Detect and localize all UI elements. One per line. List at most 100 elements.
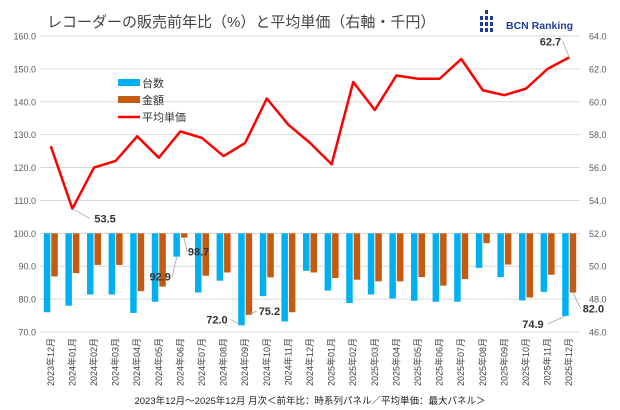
bar-units: [389, 233, 396, 299]
bar-units: [324, 233, 332, 291]
bar-units: [475, 233, 483, 268]
chart-title: レコーダーの販売前年比（%）と平均単価（右軸・千円）: [47, 14, 435, 31]
logo-block: [485, 28, 488, 32]
x-tick-label: 2025年05月: [412, 338, 423, 386]
data-label: 82.0: [583, 304, 604, 316]
bar-amount: [202, 233, 209, 276]
x-tick-label: 2024年06月: [174, 338, 185, 386]
logo-block: [485, 16, 488, 20]
bar-amount: [159, 233, 166, 287]
leader-line: [547, 315, 566, 325]
bar-amount: [137, 233, 145, 292]
logo-block: [490, 28, 493, 32]
bar-amount: [310, 233, 317, 273]
leader-line: [248, 310, 257, 316]
leader-line: [72, 208, 91, 220]
bar-units: [216, 233, 224, 281]
right-tick-label: 58.0: [589, 130, 607, 140]
left-tick-label: 80.0: [18, 295, 36, 305]
bar-units: [519, 233, 526, 301]
bar-units: [303, 233, 310, 271]
bar-amount: [267, 233, 274, 278]
bar-units: [497, 233, 504, 278]
left-tick-label: 140.0: [13, 97, 36, 107]
right-tick-label: 62.0: [589, 64, 607, 74]
x-tick-label: 2025年07月: [455, 338, 466, 386]
logo-block: [480, 22, 483, 26]
logo-block: [480, 28, 483, 32]
x-tick-label: 2024年11月: [282, 338, 293, 385]
bar-units: [454, 233, 461, 302]
footer-note: 2023年12月～2025年12月 月次＜前年比：時系列パネル／平均単価：最大パ…: [134, 395, 485, 407]
leader-line: [183, 237, 188, 252]
bar-amount: [332, 233, 339, 279]
logo-block: [490, 16, 493, 20]
logo-block: [485, 10, 488, 14]
bar-units: [65, 233, 72, 306]
left-tick-label: 120.0: [13, 163, 36, 173]
brand-text: BCN Ranking: [506, 20, 573, 32]
x-tick-label: 2024年04月: [131, 338, 142, 386]
right-tick-label: 48.0: [589, 295, 607, 305]
bar-amount: [288, 233, 296, 313]
logo-block: [480, 16, 483, 20]
legend-label: 平均単価: [142, 110, 186, 124]
bar-units: [562, 233, 569, 316]
right-tick-label: 50.0: [589, 262, 607, 272]
bar-units: [108, 233, 116, 295]
data-label: 62.7: [540, 36, 561, 48]
data-label: 92.9: [149, 272, 170, 284]
x-tick-label: 2024年09月: [239, 338, 250, 386]
bar-units: [87, 233, 94, 295]
bar-amount: [353, 233, 361, 280]
right-tick-label: 60.0: [589, 97, 607, 107]
data-label: 75.2: [259, 306, 280, 318]
data-label: 72.0: [206, 314, 227, 326]
bar-amount: [375, 233, 382, 282]
bar-amount: [483, 233, 490, 244]
bar-amount: [548, 233, 555, 275]
x-tick-label: 2024年01月: [66, 338, 77, 386]
x-tick-label: 2025年09月: [498, 338, 509, 386]
leader-line: [572, 292, 582, 309]
bar-amount: [461, 233, 469, 280]
bar-units: [130, 233, 137, 313]
bar-units: [43, 233, 51, 313]
bar-amount: [569, 233, 577, 293]
bar-units: [173, 233, 180, 257]
right-tick-label: 52.0: [589, 229, 607, 239]
x-tick-label: 2024年05月: [153, 338, 164, 386]
left-tick-label: 100.0: [13, 229, 36, 239]
left-tick-label: 90.0: [18, 262, 36, 272]
x-tick-label: 2025年03月: [369, 338, 380, 386]
bar-amount: [526, 233, 533, 298]
bar-amount: [440, 233, 447, 286]
x-tick-label: 2024年10月: [261, 338, 272, 386]
legend-label: 金額: [142, 93, 164, 107]
legend-swatch-0: [118, 79, 140, 86]
x-tick-label: 2025年06月: [434, 338, 445, 386]
bar-amount: [180, 233, 188, 238]
logo-block: [485, 22, 488, 26]
bar-amount: [72, 233, 80, 274]
right-tick-label: 64.0: [589, 32, 607, 42]
x-tick-label: 2025年04月: [390, 338, 401, 386]
right-tick-label: 54.0: [589, 196, 607, 206]
bar-units: [367, 233, 375, 295]
data-label: 98.7: [188, 247, 209, 259]
left-tick-label: 70.0: [18, 328, 36, 338]
x-tick-label: 2025年08月: [477, 338, 488, 386]
leader-line: [230, 319, 242, 326]
left-tick-label: 150.0: [13, 64, 36, 74]
x-tick-label: 2025年02月: [347, 338, 358, 386]
bar-units: [238, 233, 245, 326]
x-tick-label: 2025年10月: [520, 338, 531, 386]
bar-units: [259, 233, 267, 297]
logo-block: [490, 22, 493, 26]
bar-amount: [51, 233, 58, 277]
left-tick-label: 130.0: [13, 130, 36, 140]
bar-units: [281, 233, 288, 322]
